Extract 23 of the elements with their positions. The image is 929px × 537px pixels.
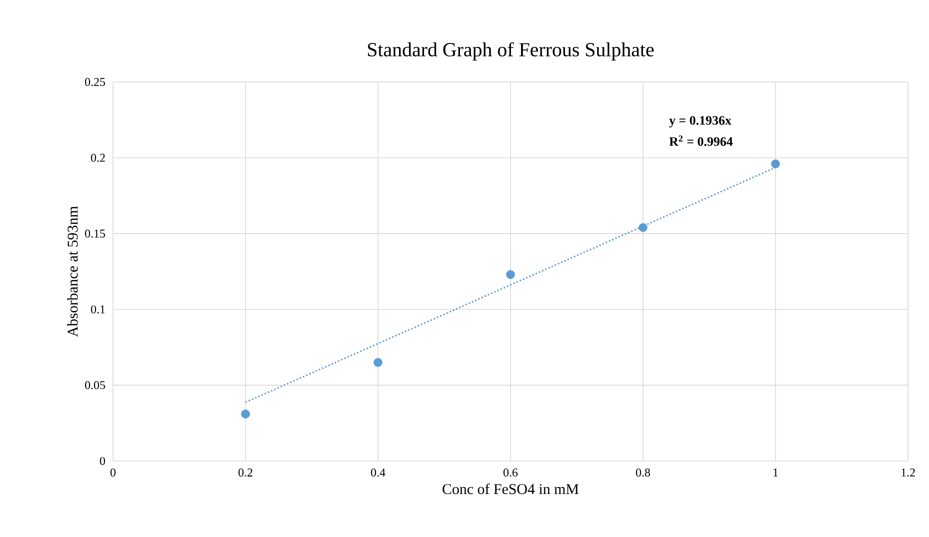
point [241,410,250,418]
x-tick-label: 1 [774,468,778,476]
point [638,223,648,232]
y-tick-label: 0.2 [91,154,105,162]
y-tick-label: 0.25 [85,78,106,86]
x-tick-label: 1.2 [902,468,915,477]
x-axis-title: Conc of FeSO4 in mM [442,483,579,494]
x-tick-label: 0 [110,468,116,477]
point [771,159,780,168]
y-axis-title: Absorbance at 593nm [67,206,78,337]
y-tick-label: 0.1 [91,305,105,314]
point [374,358,382,367]
x-tick-label: 0.2 [238,468,252,477]
annotation: y = 0.1936x [669,116,732,128]
x-tick-label: 0.6 [503,468,518,477]
y-tick-label: 0.05 [85,381,106,390]
point [506,270,515,279]
x-tick-label: 0.4 [370,468,386,477]
y-tick-label: 0 [100,456,106,466]
y-tick-label: 0.15 [85,230,106,238]
annotation: R$^{2}$ = 0.9964 [669,135,733,146]
chart-title: Standard Graph of Ferrous Sulphate [368,42,654,60]
x-tick-label: 0.8 [636,468,650,477]
